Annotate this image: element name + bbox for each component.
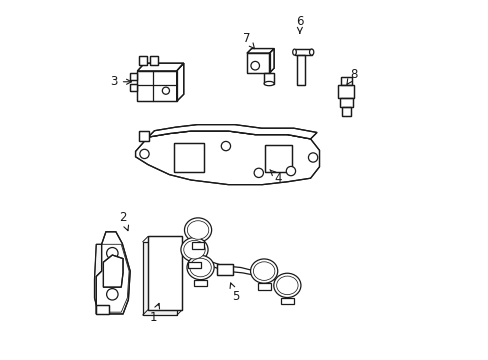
Polygon shape <box>296 55 305 85</box>
Text: 7: 7 <box>242 32 254 49</box>
Polygon shape <box>194 280 206 286</box>
Polygon shape <box>246 49 274 53</box>
Circle shape <box>308 153 317 162</box>
Circle shape <box>250 62 259 70</box>
Polygon shape <box>148 125 316 139</box>
Polygon shape <box>137 71 176 102</box>
Polygon shape <box>174 143 204 172</box>
Polygon shape <box>264 73 274 84</box>
Circle shape <box>106 248 118 259</box>
Polygon shape <box>142 242 177 315</box>
Polygon shape <box>217 264 232 275</box>
Polygon shape <box>257 283 270 290</box>
Polygon shape <box>340 77 351 85</box>
Polygon shape <box>96 232 130 314</box>
Polygon shape <box>96 305 108 314</box>
Text: 2: 2 <box>119 211 128 231</box>
Polygon shape <box>130 73 137 80</box>
Polygon shape <box>341 107 350 116</box>
Polygon shape <box>339 98 352 107</box>
Ellipse shape <box>253 262 274 280</box>
Polygon shape <box>264 145 291 172</box>
Polygon shape <box>188 262 201 268</box>
Polygon shape <box>148 237 182 310</box>
Polygon shape <box>94 244 129 312</box>
Ellipse shape <box>181 238 207 262</box>
Text: 8: 8 <box>346 68 356 84</box>
Polygon shape <box>130 84 137 91</box>
Circle shape <box>254 168 263 177</box>
Polygon shape <box>137 63 183 71</box>
Circle shape <box>140 149 149 158</box>
Text: 1: 1 <box>149 303 159 324</box>
Text: 6: 6 <box>296 14 303 33</box>
Polygon shape <box>281 297 293 304</box>
Ellipse shape <box>183 240 205 259</box>
Circle shape <box>106 289 118 300</box>
Ellipse shape <box>189 258 211 277</box>
Polygon shape <box>135 131 319 185</box>
Ellipse shape <box>250 259 277 283</box>
Ellipse shape <box>292 49 296 55</box>
Polygon shape <box>149 56 157 64</box>
Ellipse shape <box>184 218 211 242</box>
Ellipse shape <box>276 276 298 295</box>
Polygon shape <box>103 255 123 287</box>
Circle shape <box>221 141 230 151</box>
Polygon shape <box>294 49 311 55</box>
Text: 3: 3 <box>110 75 131 88</box>
Text: 5: 5 <box>229 283 239 303</box>
Polygon shape <box>176 63 183 102</box>
Circle shape <box>285 166 295 176</box>
Polygon shape <box>139 131 148 141</box>
Ellipse shape <box>186 255 214 280</box>
Polygon shape <box>191 242 204 249</box>
Ellipse shape <box>187 221 208 239</box>
Ellipse shape <box>309 49 313 55</box>
Ellipse shape <box>264 81 274 86</box>
Polygon shape <box>139 56 147 64</box>
Polygon shape <box>269 49 274 73</box>
Ellipse shape <box>273 273 300 297</box>
Polygon shape <box>338 85 353 98</box>
Text: 4: 4 <box>269 170 282 185</box>
Polygon shape <box>246 53 269 73</box>
